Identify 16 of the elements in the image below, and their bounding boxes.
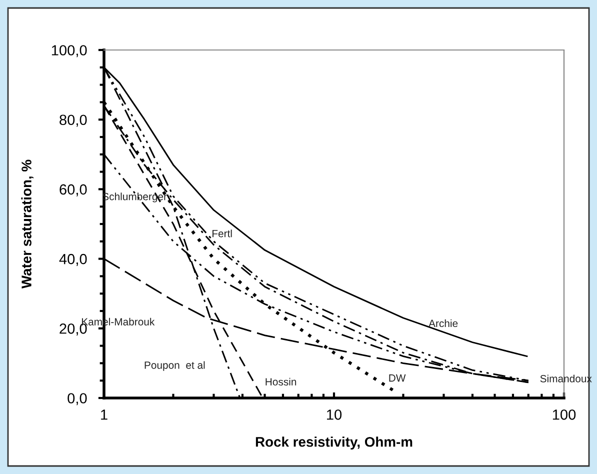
y-tick-label: 60,0 — [60, 184, 87, 196]
x-axis-title: Rock resistivity, Ohm-m — [256, 436, 412, 450]
y-tick-label: 20,0 — [60, 324, 87, 336]
y-axis-title: Water saturation, % — [21, 160, 34, 289]
series-label: DW — [389, 374, 406, 382]
series-label: Fertl — [212, 230, 232, 238]
series-label: Archie — [428, 319, 458, 328]
y-tick-label: 40,0 — [59, 254, 87, 266]
x-tick-label: 10 — [327, 409, 342, 420]
series-label: Poupon et al — [144, 361, 205, 371]
x-tick-label: 100 — [552, 409, 576, 420]
y-tick-label: 100,0 — [52, 45, 87, 58]
x-tick-label: 1 — [101, 410, 108, 420]
y-tick-label: 0,0 — [68, 393, 87, 406]
y-tick-label: 80,0 — [60, 114, 87, 127]
series-label: Hossin — [266, 378, 296, 386]
